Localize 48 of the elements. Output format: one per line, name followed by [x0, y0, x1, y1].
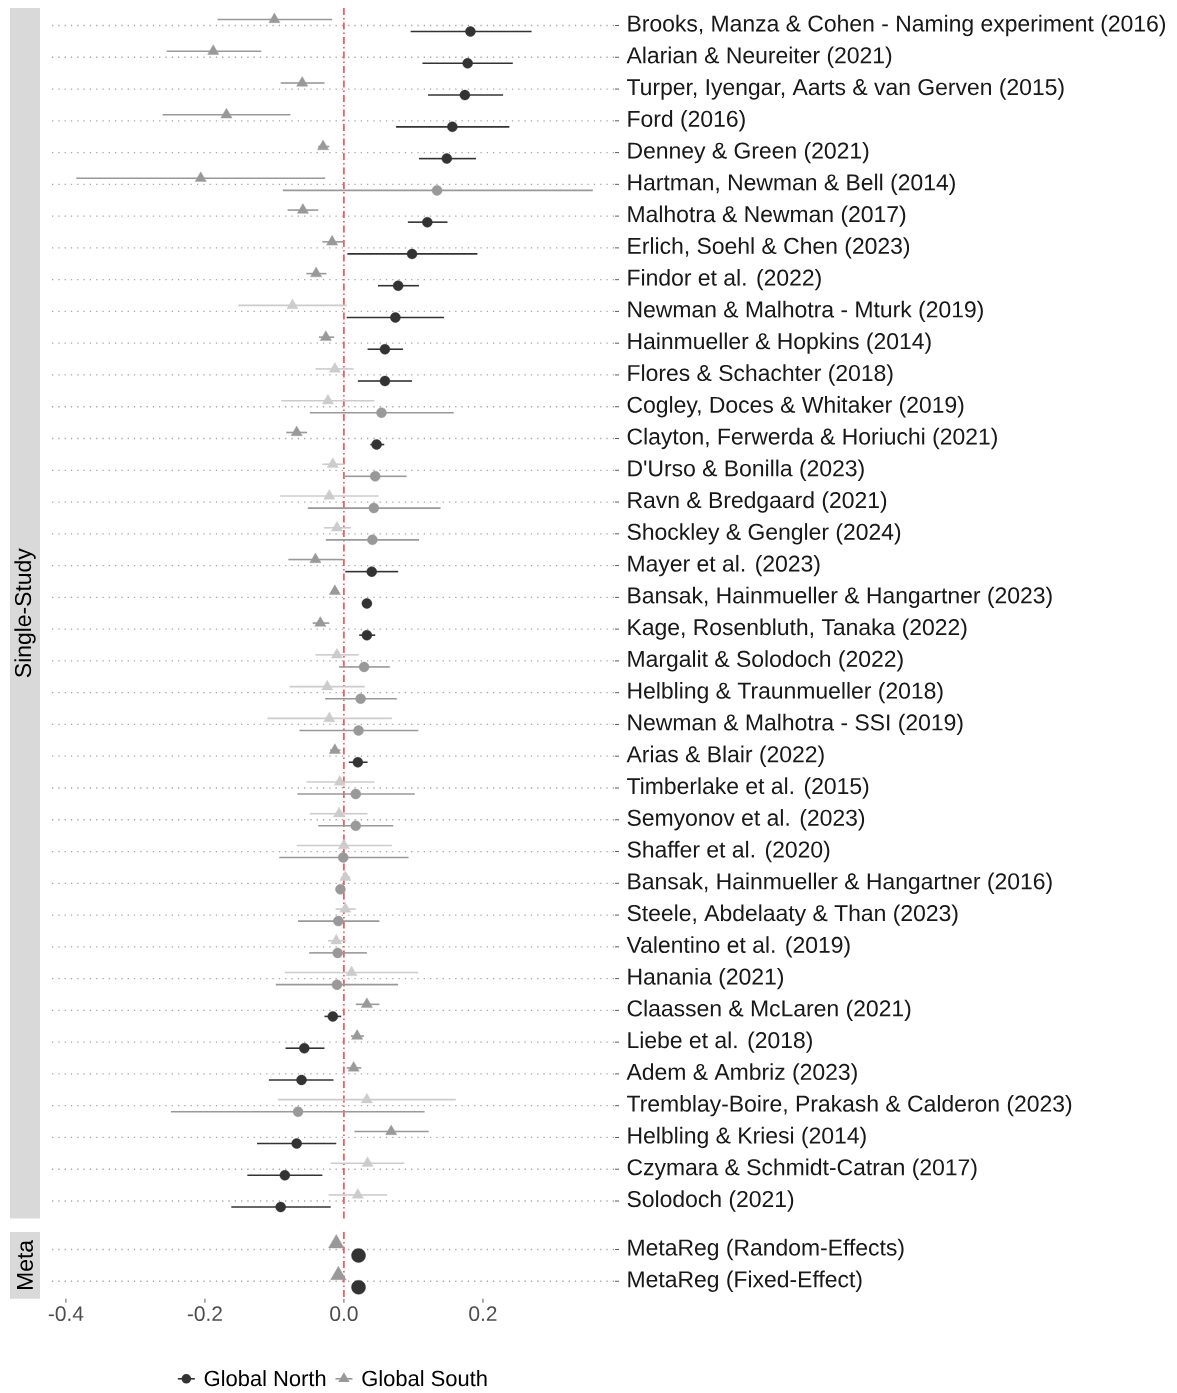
legend-label: Global North	[204, 1370, 326, 1387]
y-tick-label: Solodoch (2021)	[627, 1190, 794, 1212]
y-tick-label: Adem & Ambriz (2023)	[626, 1063, 857, 1085]
y-tick-label: MetaReg (Random-Effects)	[628, 1238, 904, 1261]
x-tick-label: 0.2	[469, 1306, 497, 1322]
y-tick-label: Alarian & Neureiter (2021)	[626, 46, 892, 68]
text: Meta	[17, 1239, 33, 1289]
y-tick-label: Semyonov et al. (2023)	[627, 809, 865, 831]
y-tick-label: Turper, Iyengar, Aarts & van Gerven (2015)	[627, 78, 1064, 100]
y-tick-label: Kage, Rosenbluth, Tanaka (2022)	[628, 618, 967, 640]
y-tick-label: Bansak, Hainmueller & Hangartner (2023)	[628, 586, 1052, 609]
y-tick-label: D'Urso & Bonilla (2023)	[628, 459, 864, 481]
y-tick-label: Cogley, Doces & Whitaker (2019)	[627, 396, 964, 418]
y-tick-label: Newman & Malhotra - Mturk (2019)	[628, 300, 983, 323]
y-tick-label: MetaReg (Fixed-Effect)	[628, 1270, 862, 1292]
y-tick-label: Hartman, Newman & Bell (2014)	[628, 173, 955, 196]
y-tick-label: Brooks, Manza & Cohen - Naming experiment (2016)	[628, 14, 1166, 37]
y-tick-label: Findor et al. (2022)	[628, 268, 821, 291]
y-tick-label: Valentino et al. (2019)	[626, 936, 850, 958]
y-tick-label: Czymara & Schmidt-Catran (2017)	[627, 1158, 977, 1180]
y-tick-label: Malhotra & Newman (2017)	[628, 205, 906, 227]
y-tick-label: Shaffer et al. (2020)	[627, 840, 830, 863]
y-tick-label: Helbling & Kriesi (2014)	[628, 1126, 866, 1149]
y-tick-label: Arias & Blair (2022)	[626, 745, 824, 767]
y-tick-label: Shockley & Gengler (2024)	[627, 523, 901, 545]
y-tick-label: Hainmueller & Hopkins (2014)	[628, 332, 931, 354]
text: Single-Study	[14, 548, 36, 678]
y-tick-label: Liebe et al. (2018)	[628, 1031, 812, 1053]
y-tick-label: Erlich, Soehl & Chen (2023)	[628, 237, 910, 259]
y-tick-label: Margalit & Solodoch (2022)	[628, 650, 903, 672]
x-tick-label: -0.4	[48, 1306, 84, 1322]
y-tick-label: Helbling & Traunmueller (2018)	[628, 681, 943, 704]
y-tick-label: Mayer et al. (2023)	[628, 554, 820, 577]
y-tick-label: Bansak, Hainmueller & Hangartner (2016)	[628, 872, 1052, 894]
y-tick-label: Newman & Malhotra - SSI (2019)	[628, 713, 963, 736]
y-tick-label: Timberlake et al. (2015)	[627, 777, 869, 799]
y-tick-label: Tremblay-Boire, Prakash & Calderon (2023)	[627, 1095, 1072, 1117]
x-tick-label: 0.0	[330, 1306, 358, 1322]
legend-label: Global South	[362, 1370, 487, 1387]
y-tick-label: Ford (2016)	[628, 110, 745, 132]
y-tick-label: Ravn & Bredgaard (2021)	[628, 491, 887, 513]
x-tick-label: -0.2	[187, 1306, 222, 1322]
y-tick-label: Flores & Schachter (2018)	[628, 364, 893, 386]
y-tick-label: Steele, Abdelaaty & Than (2023)	[627, 904, 958, 926]
y-tick-label: Clayton, Ferwerda & Horiuchi (2021)	[627, 427, 997, 450]
y-tick-label: Denney & Green (2021)	[628, 141, 869, 164]
y-tick-label: Claassen & McLaren (2021)	[627, 999, 911, 1022]
y-tick-label: Hanania (2021)	[628, 967, 784, 990]
